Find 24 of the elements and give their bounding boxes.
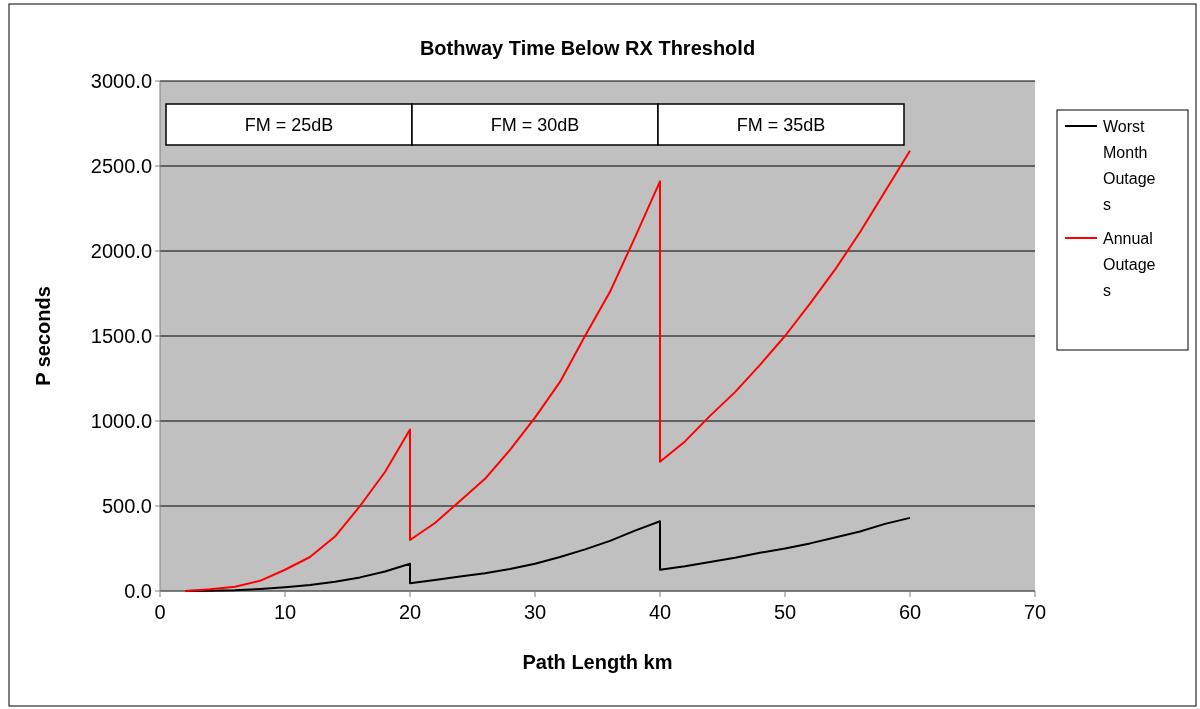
x-tick-label: 10 [273, 601, 297, 623]
y-axis-title: P seconds [32, 286, 54, 386]
annotation: FM = 30dB [490, 114, 580, 135]
x-tick-label: 30 [523, 601, 547, 623]
x-axis-title: Path Length km [522, 651, 673, 673]
y-tick-label: 1500.0 [90, 325, 152, 347]
legend-label: Worst Month Outages [1103, 118, 1156, 213]
line-series [184, 149, 911, 592]
chart-title: Bothway Time Below RX Threshold [419, 37, 756, 59]
annotation: FM = 35dB [736, 114, 826, 135]
x-tick-label: 60 [898, 601, 922, 623]
y-tick-label: 0.0 [124, 580, 152, 602]
x-tick-label: 70 [1023, 601, 1047, 623]
y-tick-label: 2500.0 [90, 155, 152, 177]
y-tick-label: 500.0 [101, 495, 152, 517]
x-tick-label: 50 [773, 601, 797, 623]
y-tick-label: 2000.0 [90, 240, 152, 262]
y-tick-label: 1000.0 [90, 410, 152, 432]
x-tick-label: 40 [648, 601, 672, 623]
x-tick-label: 20 [398, 601, 422, 623]
annotation: FM = 25dB [244, 114, 334, 135]
x-tick-label: 0 [154, 601, 166, 623]
legend-label: Annual Outages [1103, 230, 1156, 299]
y-tick-label: 3000.0 [90, 70, 152, 92]
